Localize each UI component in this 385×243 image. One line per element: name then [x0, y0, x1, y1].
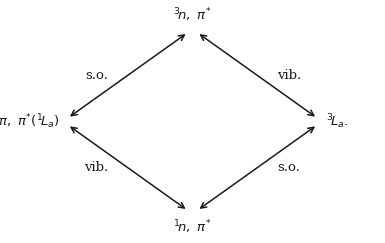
- Text: vib.: vib.: [84, 161, 108, 174]
- Text: s.o.: s.o.: [277, 161, 300, 174]
- Text: vib.: vib.: [277, 69, 301, 82]
- Text: $^{3}\!L_{a}.$: $^{3}\!L_{a}.$: [325, 112, 348, 131]
- Text: $^{1}\pi,\ \pi^{*}(^{1}\!L_{a})$: $^{1}\pi,\ \pi^{*}(^{1}\!L_{a})$: [0, 112, 60, 131]
- Text: s.o.: s.o.: [85, 69, 108, 82]
- FancyArrowPatch shape: [201, 35, 314, 116]
- FancyArrowPatch shape: [71, 127, 184, 208]
- Text: $^{1}\!n,\ \pi^{*}$: $^{1}\!n,\ \pi^{*}$: [173, 219, 212, 236]
- FancyArrowPatch shape: [201, 127, 314, 208]
- FancyArrowPatch shape: [71, 35, 184, 116]
- Text: $^{3}\!n,\ \pi^{*}$: $^{3}\!n,\ \pi^{*}$: [173, 7, 212, 24]
